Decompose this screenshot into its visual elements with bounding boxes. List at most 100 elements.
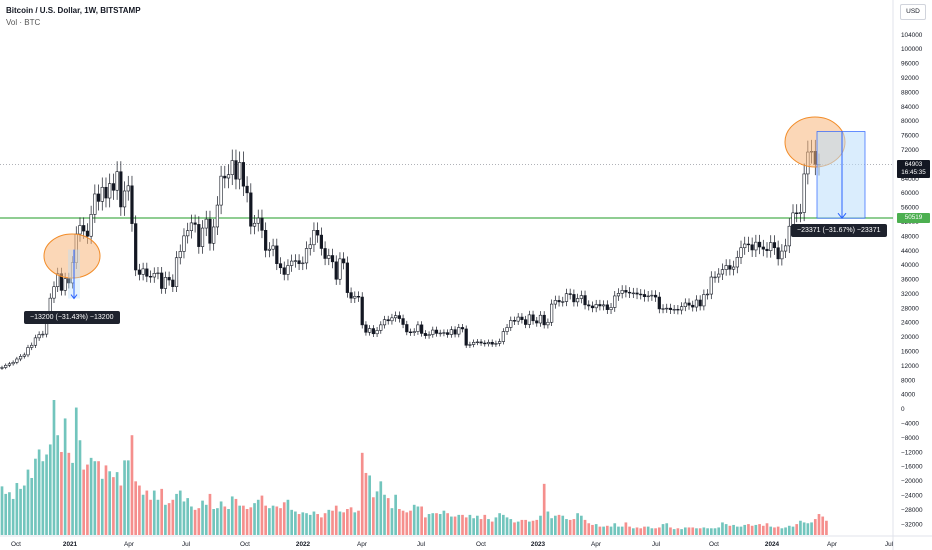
volume-bar xyxy=(282,502,286,535)
currency-button[interactable]: USD xyxy=(900,4,926,20)
volume-bar xyxy=(717,527,721,535)
candle-body xyxy=(41,333,45,336)
support-price-tag: 50519 xyxy=(897,212,930,223)
price-axis-tick-label: 72000 xyxy=(901,147,919,154)
candle-body xyxy=(642,294,647,297)
candle-body xyxy=(650,294,654,297)
volume-bar xyxy=(238,505,242,535)
candle-body xyxy=(654,294,658,298)
candle-body xyxy=(301,262,305,265)
time-axis-tick-label: 2023 xyxy=(531,541,546,548)
candle-body xyxy=(226,174,231,179)
volume-bar xyxy=(713,528,717,535)
candle-body xyxy=(241,162,245,187)
volume-bar xyxy=(591,524,594,535)
volume-bar xyxy=(204,504,208,535)
volume-bar xyxy=(494,517,498,535)
volume-bar xyxy=(208,493,212,535)
candle-body xyxy=(498,341,502,344)
candle-body xyxy=(26,347,30,356)
candle-body xyxy=(408,331,413,334)
candle-body xyxy=(572,294,576,303)
measure-box-second xyxy=(816,131,866,219)
time-axis-tick-label: Apr xyxy=(124,541,135,548)
candle-body xyxy=(787,225,791,247)
volume-bar xyxy=(357,510,360,535)
candle-body xyxy=(174,257,179,287)
volume-bar xyxy=(464,517,468,535)
candle-body xyxy=(728,265,732,270)
volume-bar xyxy=(502,514,505,535)
volume-bar xyxy=(524,519,527,535)
volume-bar xyxy=(598,526,602,535)
price-axis-tick-label: 84000 xyxy=(901,104,919,111)
volume-bar xyxy=(264,505,268,535)
candle-body xyxy=(371,328,375,335)
volume-bar xyxy=(119,485,123,535)
candle-body xyxy=(208,218,212,244)
candle-body xyxy=(509,320,513,328)
candle-body xyxy=(267,248,271,251)
candle-body xyxy=(290,260,294,266)
candle-body xyxy=(665,307,669,310)
candle-body xyxy=(527,314,531,325)
price-axis-tick-label: 80000 xyxy=(901,118,919,125)
candle-body xyxy=(178,251,182,259)
volume-bar xyxy=(609,526,613,535)
volume-bar xyxy=(743,524,747,535)
volume-bar xyxy=(160,488,164,535)
candle-body xyxy=(238,162,242,180)
candle-body xyxy=(561,301,565,303)
candle-body xyxy=(368,328,372,333)
candle-body xyxy=(434,329,439,334)
candle-body xyxy=(731,266,736,270)
candle-body xyxy=(37,334,41,339)
volume-bar xyxy=(750,525,754,535)
volume-bar xyxy=(253,503,256,535)
volume-bar xyxy=(316,514,319,535)
candle-body xyxy=(316,230,320,236)
price-axis-tick-label: −8000 xyxy=(901,435,919,442)
volume-bar xyxy=(643,526,646,535)
volume-bar xyxy=(212,509,216,535)
volume-bar xyxy=(294,511,297,535)
candle-body xyxy=(524,319,528,325)
time-axis-tick-label: Jul xyxy=(652,541,660,548)
volume-bar xyxy=(691,527,695,535)
volume-bar xyxy=(182,501,186,535)
candle-body xyxy=(93,193,97,215)
price-axis-tick-label: 16000 xyxy=(901,349,919,356)
candle-body xyxy=(691,304,695,308)
volume-bar xyxy=(583,519,587,535)
candle-body xyxy=(386,319,390,322)
candle-body xyxy=(754,241,758,251)
price-axis-tick-label: −32000 xyxy=(901,521,923,528)
candle-body xyxy=(245,185,249,194)
candle-body xyxy=(163,277,167,289)
candle-body xyxy=(234,160,238,180)
volume-bar xyxy=(186,498,190,535)
volume-bar xyxy=(761,525,765,535)
volume-bar xyxy=(680,529,683,535)
candle-body xyxy=(746,243,751,246)
volume-bar xyxy=(520,519,524,535)
candle-body xyxy=(449,329,453,335)
candle-body xyxy=(89,214,93,237)
candle-body xyxy=(624,290,628,293)
volume-bar xyxy=(45,454,48,535)
candle-body xyxy=(264,230,268,251)
volume-bar xyxy=(817,514,821,535)
volume-bar xyxy=(453,516,457,535)
candle-body xyxy=(776,247,780,260)
volume-bar xyxy=(739,526,743,535)
volume-bar xyxy=(631,528,635,535)
candle-body xyxy=(769,242,773,251)
price-axis-tick-label: −28000 xyxy=(901,507,923,514)
volume-bar xyxy=(572,519,576,535)
time-axis-tick-label: 2022 xyxy=(296,541,311,548)
time-axis-tick-label: Oct xyxy=(476,541,486,548)
candle-body xyxy=(564,293,569,302)
volume-bar xyxy=(698,528,702,535)
volume-bar xyxy=(461,514,464,535)
